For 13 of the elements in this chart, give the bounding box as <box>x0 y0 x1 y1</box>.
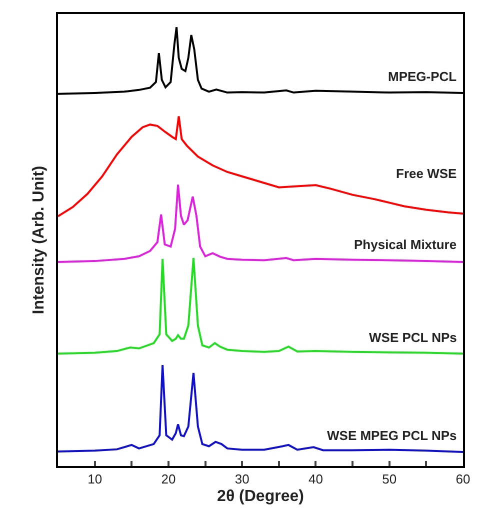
series-label: MPEG-PCL <box>388 69 457 84</box>
series-label: WSE PCL NPs <box>369 330 457 345</box>
x-tick-label: 40 <box>308 472 323 487</box>
x-tick-label: 20 <box>161 472 176 487</box>
x-axis-title: 2θ (Degree) <box>217 488 304 505</box>
x-tick-label: 30 <box>234 472 250 487</box>
series-label: WSE MPEG PCL NPs <box>327 428 457 443</box>
x-tick-label: 10 <box>88 472 102 487</box>
series-label: Physical Mixture <box>354 237 457 252</box>
y-axis-title: Intensity (Arb. Unit) <box>30 166 48 314</box>
series-label: Free WSE <box>396 166 458 181</box>
x-tick-label: 60 <box>456 472 470 487</box>
x-tick-label: 50 <box>382 472 397 487</box>
